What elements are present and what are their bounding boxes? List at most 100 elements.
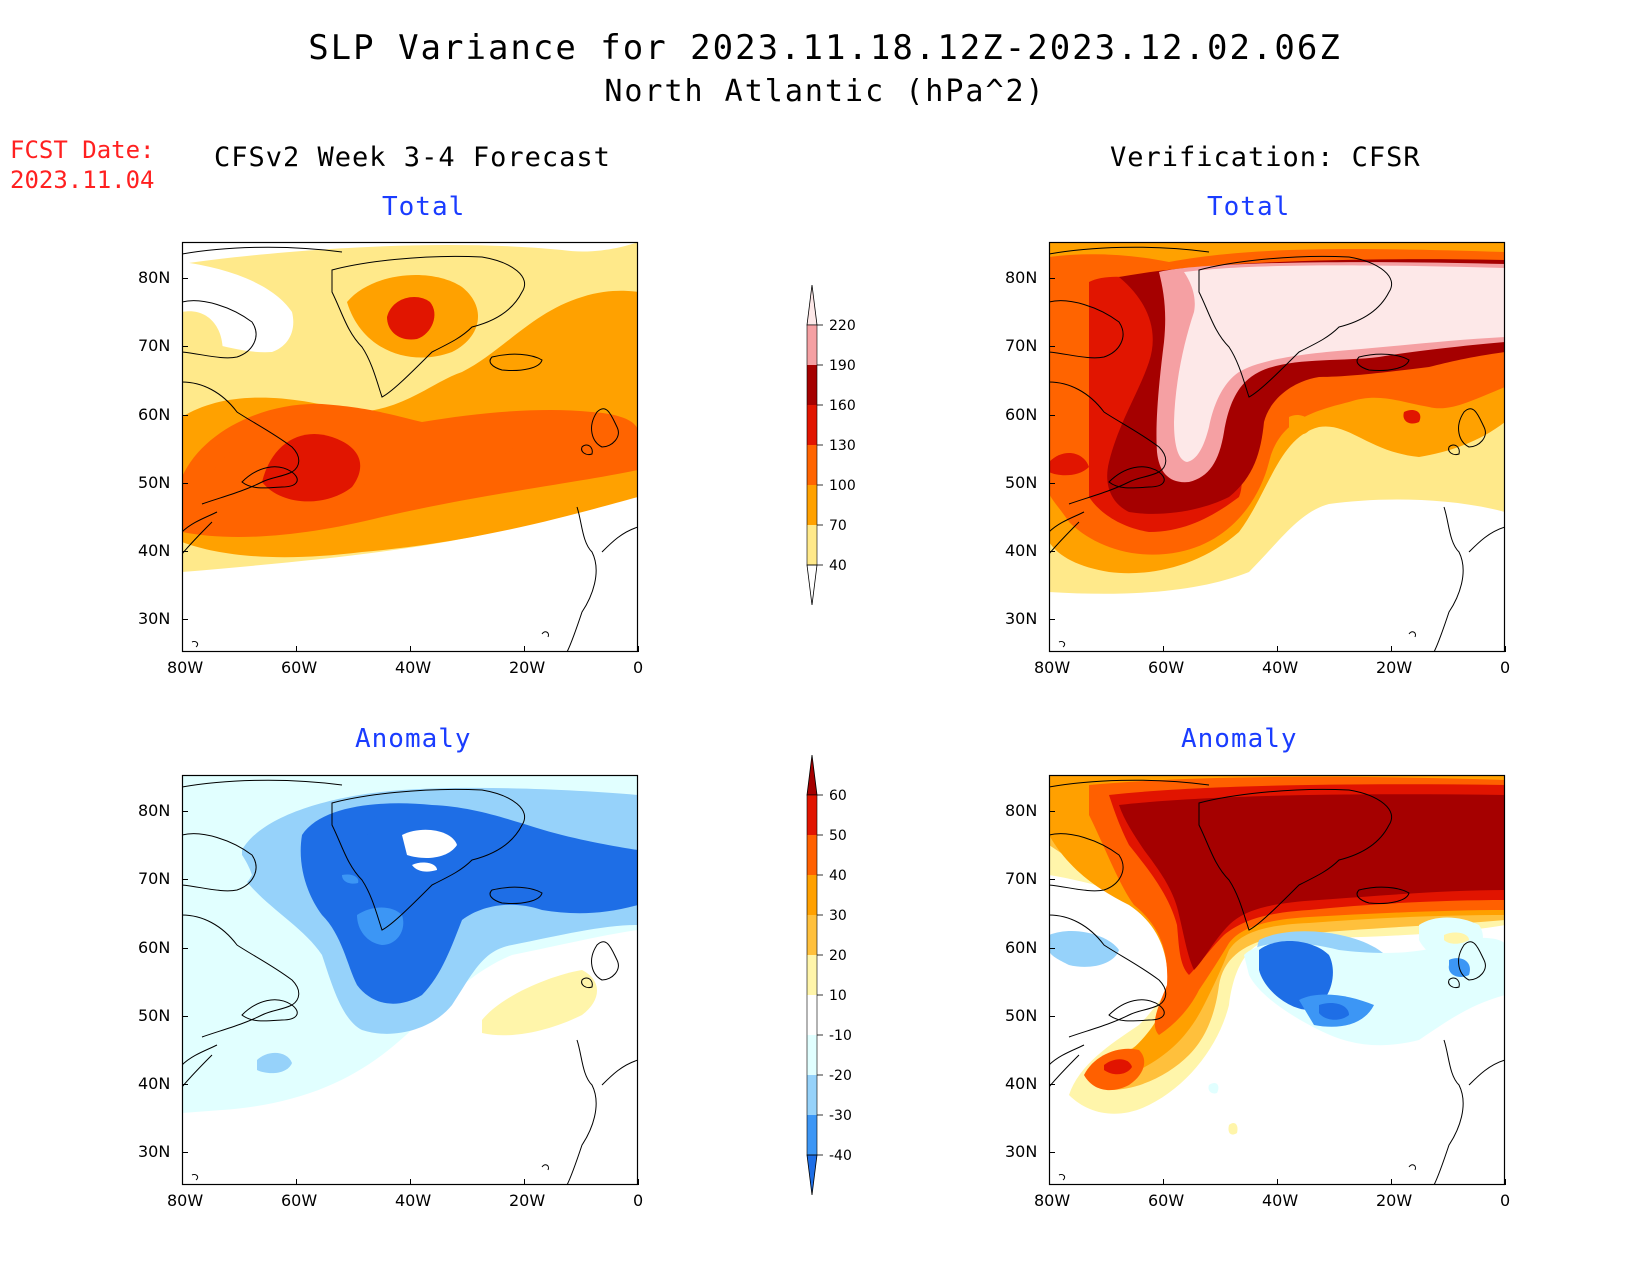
y-tick-mark <box>1049 1015 1055 1017</box>
map-verification-anomaly <box>1048 774 1506 1186</box>
column-title-forecast: CFSv2 Week 3-4 Forecast <box>214 142 611 173</box>
colorbar-anomaly-label: -20 <box>829 1068 852 1084</box>
x-tick-mark <box>524 1179 525 1185</box>
x-tick-mark <box>1505 646 1506 652</box>
colorbar-anomaly-label: 60 <box>829 788 847 804</box>
panel-title-verification-total: Total <box>1207 192 1291 222</box>
colorbar-anomaly: -40 -30 -20 -10 10 20 30 40 50 60 <box>806 754 852 1196</box>
y-tick-mark <box>182 1015 188 1017</box>
x-tick-label: 40W <box>395 658 432 677</box>
colorbar-anomaly-label: 20 <box>829 948 847 964</box>
x-tick-label: 0 <box>1500 1191 1511 1210</box>
colorbar-anomaly-label: -30 <box>829 1108 852 1124</box>
y-tick-mark <box>182 1084 188 1086</box>
y-tick-label: 30N <box>138 609 171 629</box>
x-tick-mark <box>1163 646 1164 652</box>
colorbar-anomaly-min-triangle <box>806 1154 818 1196</box>
colorbar-anomaly-box <box>807 955 817 995</box>
colorbar-anomaly-frame <box>806 794 818 1156</box>
y-tick-mark <box>1049 947 1055 949</box>
colorbar-anomaly-label: 10 <box>829 988 847 1004</box>
fcst-date-label: FCST Date: <box>10 136 155 164</box>
x-tick-mark <box>1277 1179 1278 1185</box>
y-tick-label: 40N <box>1005 1074 1038 1094</box>
column-title-verification: Verification: CFSR <box>1110 142 1421 173</box>
map-forecast-anomaly <box>181 774 639 1186</box>
x-tick-label: 60W <box>281 658 318 677</box>
colorbar-anomaly-label: -10 <box>829 1028 852 1044</box>
y-tick-mark <box>182 1152 188 1154</box>
colorbar-total-label: 190 <box>829 358 856 374</box>
y-tick-mark <box>1049 1084 1055 1086</box>
colorbar-total-label: 160 <box>829 398 856 414</box>
main-title: SLP Variance for 2023.11.18.12Z-2023.12.… <box>308 28 1342 68</box>
x-tick-mark <box>410 1179 411 1185</box>
colorbar-anomaly-box <box>807 995 817 1035</box>
y-tick-label: 50N <box>1005 472 1038 492</box>
panel-title-verification-anomaly: Anomaly <box>1181 724 1298 754</box>
x-tick-mark <box>410 646 411 652</box>
colorbar-anomaly-box <box>807 1075 817 1115</box>
y-tick-label: 60N <box>1005 937 1038 957</box>
x-tick-label: 40W <box>1262 1191 1299 1210</box>
x-tick-label: 20W <box>509 1191 546 1210</box>
colorbar-total: 40 70 100 130 160 190 220 <box>806 284 856 606</box>
x-tick-mark <box>638 1179 639 1185</box>
x-tick-label: 80W <box>1034 1191 1071 1210</box>
colorbar-anomaly-box <box>807 915 817 955</box>
y-tick-mark <box>1049 346 1055 348</box>
colorbar-total-box <box>807 485 817 525</box>
colorbar-total-label: 130 <box>829 438 856 454</box>
y-tick-label: 50N <box>1005 1005 1038 1025</box>
y-tick-label: 70N <box>1005 336 1038 356</box>
y-tick-label: 60N <box>138 404 171 424</box>
y-tick-label: 80N <box>1005 801 1038 821</box>
panel-title-forecast-total: Total <box>382 192 466 222</box>
y-tick-mark <box>182 947 188 949</box>
y-tick-mark <box>1049 551 1055 553</box>
colorbar-anomaly-label: -40 <box>829 1148 852 1164</box>
x-tick-mark <box>296 1179 297 1185</box>
y-tick-label: 80N <box>138 801 171 821</box>
x-tick-label: 60W <box>1148 1191 1185 1210</box>
colorbar-anomaly-box <box>807 1115 817 1155</box>
y-tick-label: 80N <box>1005 268 1038 288</box>
x-tick-mark <box>524 646 525 652</box>
colorbar-anomaly-box <box>807 795 817 835</box>
y-tick-label: 70N <box>138 336 171 356</box>
colorbar-anomaly-label: 40 <box>829 868 847 884</box>
colorbar-total-min-triangle <box>806 564 818 606</box>
x-tick-label: 60W <box>281 1191 318 1210</box>
x-tick-label: 0 <box>633 658 644 677</box>
x-tick-mark <box>1049 1179 1050 1185</box>
x-tick-mark <box>1391 646 1392 652</box>
x-tick-label: 20W <box>509 658 546 677</box>
x-tick-label: 40W <box>395 1191 432 1210</box>
y-tick-mark <box>1049 278 1055 280</box>
colorbar-total-label: 70 <box>829 518 847 534</box>
y-tick-mark <box>1049 619 1055 621</box>
x-tick-label: 40W <box>1262 658 1299 677</box>
y-tick-mark <box>182 482 188 484</box>
y-tick-label: 30N <box>138 1142 171 1162</box>
x-tick-label: 20W <box>1376 1191 1413 1210</box>
colorbar-total-max-triangle <box>806 284 818 326</box>
colorbar-anomaly-box <box>807 1035 817 1075</box>
colorbar-total-box <box>807 525 817 565</box>
map-forecast-total <box>181 241 639 653</box>
y-tick-label: 80N <box>138 268 171 288</box>
y-tick-label: 70N <box>138 869 171 889</box>
x-tick-label: 0 <box>633 1191 644 1210</box>
y-tick-mark <box>1049 1152 1055 1154</box>
y-tick-label: 30N <box>1005 609 1038 629</box>
y-tick-label: 50N <box>138 1005 171 1025</box>
x-tick-mark <box>1049 646 1050 652</box>
panel-title-forecast-anomaly: Anomaly <box>355 724 472 754</box>
y-tick-mark <box>1049 482 1055 484</box>
x-tick-label: 60W <box>1148 658 1185 677</box>
y-tick-mark <box>182 551 188 553</box>
y-tick-label: 70N <box>1005 869 1038 889</box>
main-subtitle: North Atlantic (hPa^2) <box>604 74 1046 109</box>
colorbar-total-label: 40 <box>829 558 847 574</box>
colorbar-total-box <box>807 445 817 485</box>
